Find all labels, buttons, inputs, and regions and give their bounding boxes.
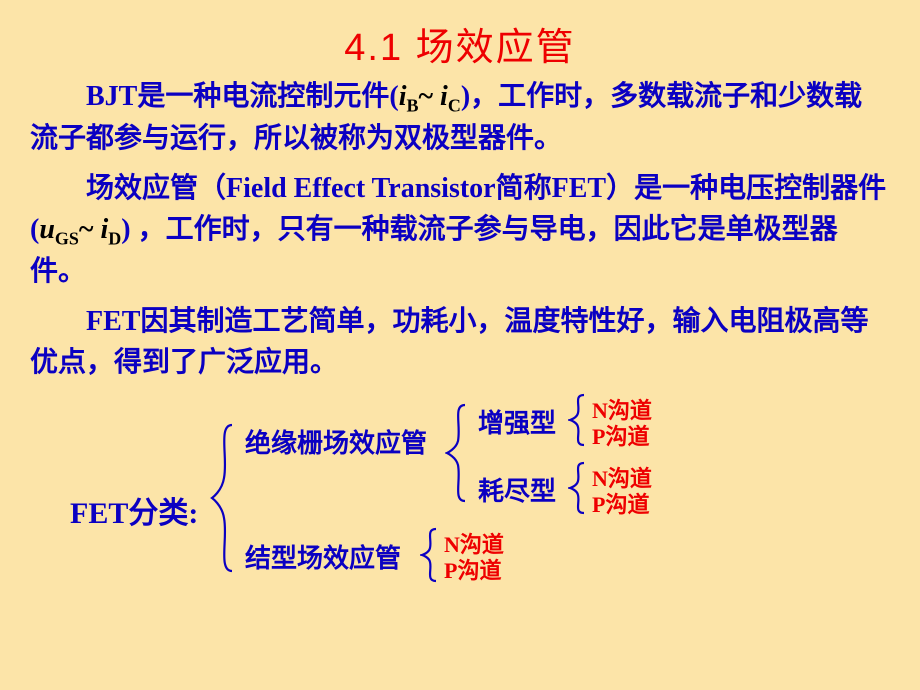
text: BJT是一种电流控制元件( [86, 81, 399, 112]
leaf-p-channel: P沟道 [592, 419, 649, 451]
tilde: ~ [79, 214, 101, 245]
brace-insulated [445, 403, 473, 503]
tilde: ~ [418, 81, 440, 112]
fet-classification-tree: FET分类: 绝缘栅场效应管 增强型 耗尽型 N沟道 P沟道 N沟道 P沟道 结… [30, 393, 890, 588]
text: ) [461, 81, 470, 112]
text: ) ，工作时，只有一种载流子参与导电，因此它是单极型器件。 [30, 214, 838, 287]
paragraph-bjt: BJT是一种电流控制元件(iB~ iC)，工作时，多数载流子和少数载流子都参与运… [30, 77, 890, 159]
node-junction: 结型场效应管 [245, 538, 401, 575]
leaf-p-channel: P沟道 [444, 553, 501, 585]
text-eng: Field Effect Transistor简称FET [226, 173, 606, 204]
var-iD: iD [100, 214, 121, 245]
brace-root [210, 423, 240, 573]
leaf-p-channel: P沟道 [592, 487, 649, 519]
tree-root-label: FET分类: [70, 488, 198, 532]
section-title: 4.1 场效应管 [30, 16, 890, 71]
paragraph-fet-adv: FET因其制造工艺简单，功耗小，温度特性好，输入电阻极高等优点，得到了广泛应用。 [30, 302, 890, 383]
node-insulated-gate: 绝缘栅场效应管 [245, 423, 427, 460]
slide: 4.1 场效应管 BJT是一种电流控制元件(iB~ iC)，工作时，多数载流子和… [0, 0, 920, 690]
brace-dep [568, 461, 590, 515]
node-depletion: 耗尽型 [478, 471, 556, 508]
brace-enh [568, 393, 590, 447]
text: 场效应管（ [86, 173, 226, 204]
var-iC: iC [440, 81, 461, 112]
var-uGS: uGS [39, 214, 79, 245]
var-iB: iB [399, 81, 419, 112]
paragraph-fet-def: 场效应管（Field Effect Transistor简称FET）是一种电压控… [30, 169, 890, 292]
node-enhancement: 增强型 [478, 403, 556, 440]
brace-junction [420, 527, 442, 583]
